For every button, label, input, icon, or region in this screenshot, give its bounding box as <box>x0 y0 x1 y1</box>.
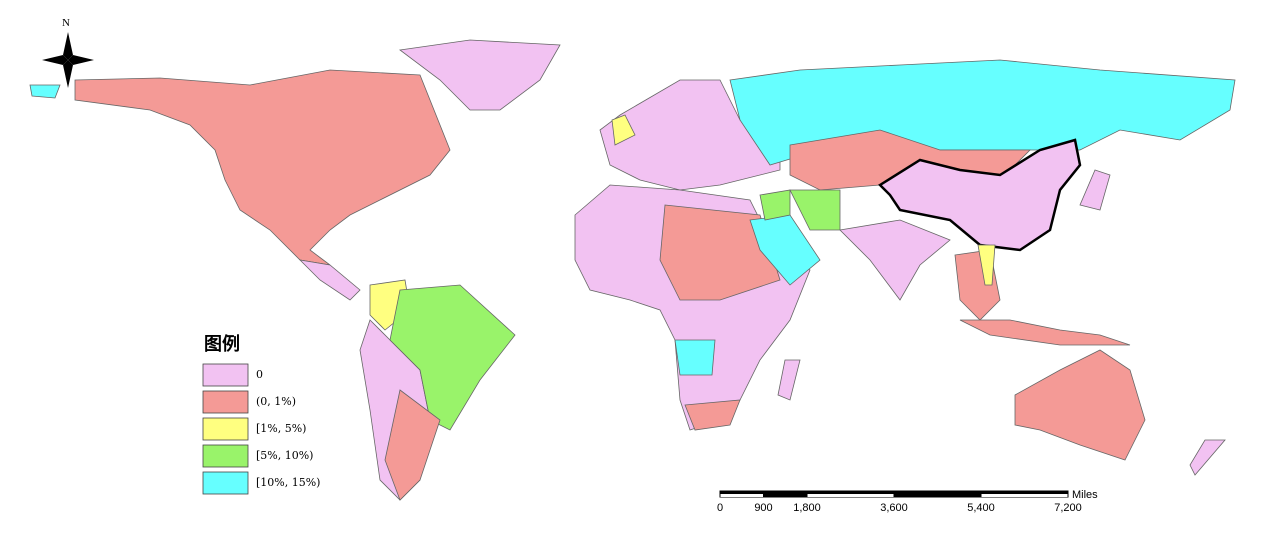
alaska-islands <box>29 84 61 99</box>
legend-swatch <box>202 390 249 414</box>
legend-label: [10%, 15%) <box>256 476 320 489</box>
south-africa <box>684 399 741 431</box>
scale-segment <box>720 494 764 497</box>
legend-swatch <box>202 444 249 468</box>
indonesia <box>959 319 1131 346</box>
countries <box>29 39 1236 501</box>
scale-segment <box>894 491 981 494</box>
scale-label: 3,600 <box>880 502 908 514</box>
legend-label: [1%, 5%) <box>256 422 306 435</box>
legend-label: [5%, 10%) <box>256 449 313 462</box>
legend: 0 (0, 1%) [1%, 5%) [5%, 10%) [10%, 15%) <box>202 363 320 495</box>
scale-segment <box>720 491 764 494</box>
scale-segment <box>763 494 807 497</box>
scale-segment <box>981 494 1068 497</box>
angola <box>674 339 716 376</box>
uk <box>611 114 636 146</box>
scale-label: 900 <box>754 502 772 514</box>
india <box>839 219 951 301</box>
brazil <box>389 284 516 431</box>
north-label: N <box>62 17 70 29</box>
legend-label: 0 <box>256 368 263 381</box>
legend-swatch <box>202 417 249 441</box>
greenland <box>398 39 561 111</box>
iraq <box>759 189 791 221</box>
scale-label: 5,400 <box>967 502 995 514</box>
legend-swatch <box>202 471 249 495</box>
scale-segment <box>763 491 807 494</box>
north-africa <box>659 204 781 301</box>
scale-label: 0 <box>717 502 723 514</box>
new-zealand <box>1189 439 1226 476</box>
scale-label: 7,200 <box>1054 502 1082 514</box>
legend-title: 图例 <box>204 333 240 355</box>
australia <box>1014 349 1146 461</box>
legend-label: (0, 1%) <box>256 395 296 408</box>
legend-swatch <box>202 363 249 387</box>
scale-unit: Miles <box>1072 489 1098 501</box>
iran <box>789 189 841 231</box>
north-america <box>74 69 451 266</box>
china <box>878 138 1082 252</box>
argentina <box>384 389 441 501</box>
scale-segment <box>981 491 1068 494</box>
scale-label: 1,800 <box>793 502 821 514</box>
vietnam <box>977 244 996 286</box>
scale-segment <box>894 494 981 497</box>
madagascar <box>777 359 801 401</box>
central-america <box>298 259 361 301</box>
scale-segment <box>807 494 894 497</box>
japan <box>1079 169 1111 211</box>
north-arrow: N <box>42 17 94 88</box>
scale-segment <box>807 491 894 494</box>
